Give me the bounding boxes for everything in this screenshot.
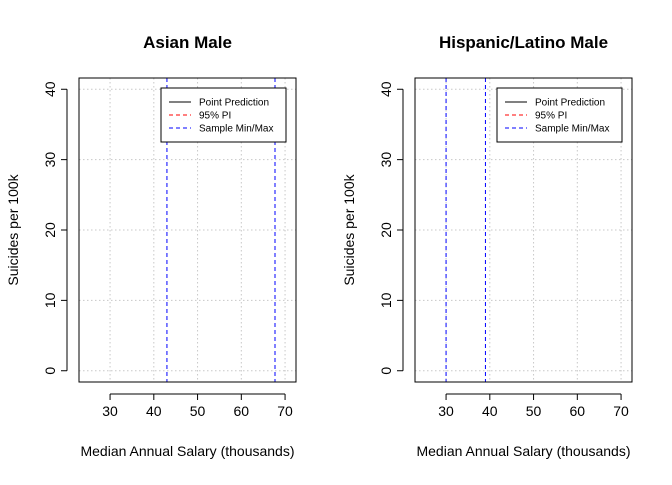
y-tick-label: 30 (42, 152, 58, 168)
x-axis-label: Median Annual Salary (thousands) (80, 443, 294, 459)
x-tick-label: 30 (438, 403, 454, 419)
y-axis-label: Suicides per 100k (341, 173, 357, 285)
y-tick-label: 0 (42, 367, 58, 375)
legend-box (160, 87, 287, 143)
y-tick-label: 40 (378, 81, 394, 97)
legend-label: Sample Min/Max (535, 124, 609, 135)
legend-label: 95% PI (535, 111, 567, 122)
legend-label: Point Prediction (199, 98, 269, 109)
legend: Point Prediction 95% PI Sample Min/Max (160, 87, 287, 143)
y-tick-label: 10 (42, 292, 58, 308)
legend-box (496, 87, 623, 143)
y-axis-label: Suicides per 100k (5, 173, 21, 285)
legend-label: Point Prediction (535, 98, 605, 109)
y-tick-label: 20 (42, 222, 58, 238)
x-tick-label: 30 (102, 403, 118, 419)
legend-label: Sample Min/Max (199, 124, 273, 135)
x-tick-label: 50 (526, 403, 542, 419)
x-tick-label: 40 (482, 403, 498, 419)
y-tick-label: 0 (378, 367, 394, 375)
legend: Point Prediction 95% PI Sample Min/Max (496, 87, 623, 143)
x-tick-label: 40 (146, 403, 162, 419)
y-tick-label: 30 (378, 152, 394, 168)
x-tick-label: 70 (277, 403, 293, 419)
plot-frame (78, 77, 297, 383)
legend-label: 95% PI (199, 111, 231, 122)
y-tick-label: 40 (42, 81, 58, 97)
y-tick-label: 10 (378, 292, 394, 308)
chart-title: Hispanic/Latino Male (439, 33, 608, 52)
x-axis-label: Median Annual Salary (thousands) (416, 443, 630, 459)
y-tick-label: 20 (378, 222, 394, 238)
plot-frame (414, 77, 633, 383)
chart-panel-1: 30 40 50 60 70 0 10 20 30 40 Asian Male Median Annu… (5, 33, 297, 459)
x-tick-label: 70 (613, 403, 629, 419)
x-tick-label: 60 (234, 403, 250, 419)
chart-title: Asian Male (143, 33, 232, 52)
chart-panel-2: 30 40 50 60 70 0 10 20 30 40 Hispanic/Latino Male M… (341, 33, 633, 459)
x-tick-label: 50 (190, 403, 206, 419)
x-tick-label: 60 (570, 403, 586, 419)
